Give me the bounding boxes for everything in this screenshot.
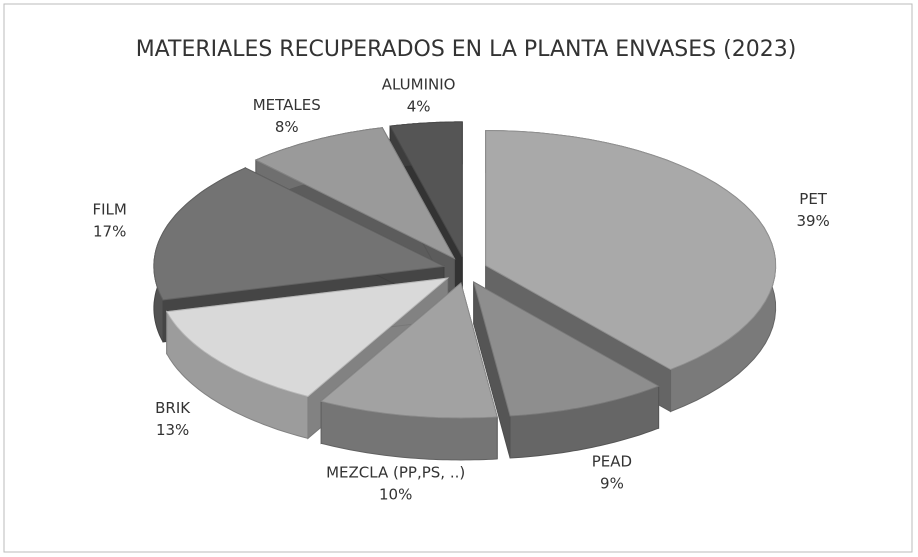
slice: [165, 277, 450, 397]
slice-label: BRIK: [155, 399, 191, 417]
slice-label: METALES: [253, 96, 321, 114]
slice-label: MEZCLA (PP,PS, ..): [326, 464, 465, 482]
slice: [254, 127, 456, 260]
slice-value-label: 4%: [407, 98, 431, 116]
slice-value-label: 39%: [796, 212, 829, 230]
slice-value-label: 17%: [93, 223, 126, 241]
slice-value-label: 13%: [156, 421, 189, 439]
slice: [320, 282, 498, 419]
slice-label: PET: [799, 190, 828, 208]
slice-label: PEAD: [592, 452, 632, 470]
slice: [153, 167, 446, 301]
slice-value-label: 9%: [600, 474, 624, 492]
slice-value-label: 8%: [275, 118, 299, 136]
slice-label: ALUMINIO: [382, 76, 456, 94]
chart-title: MATERIALES RECUPERADOS EN LA PLANTA ENVA…: [136, 37, 797, 62]
slice: [485, 129, 777, 371]
slice-value-label: 10%: [379, 486, 412, 504]
slice: [389, 121, 463, 258]
slice: [472, 281, 660, 417]
slice-label: FILM: [93, 201, 127, 219]
